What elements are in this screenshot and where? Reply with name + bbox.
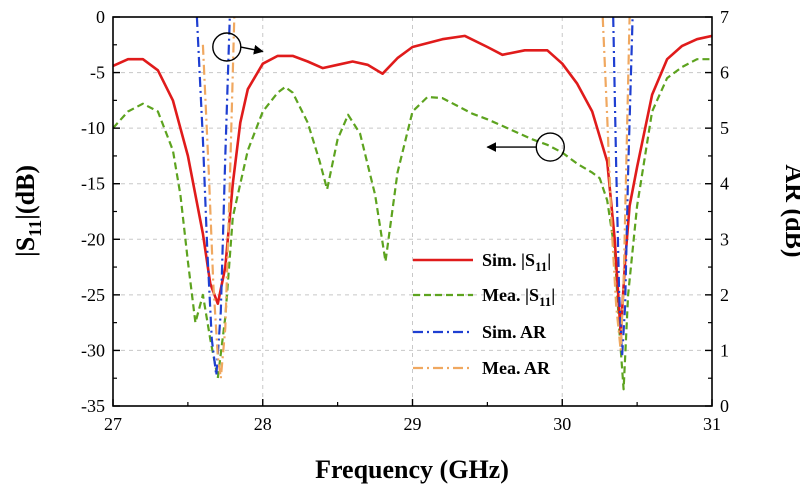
legend: Sim. |S11| Mea. |S11| Sim. AR Mea. AR xyxy=(413,250,555,378)
y-left-title-sub: 11 xyxy=(25,220,45,237)
y-left-tick-label: -5 xyxy=(90,63,105,83)
series-line-sim-ar-branch-1 xyxy=(195,17,231,377)
x-tick-label: 30 xyxy=(553,414,571,434)
y-right-tick-label: 7 xyxy=(720,7,729,27)
grid xyxy=(113,17,712,406)
y-left-tick-label: -25 xyxy=(81,285,105,305)
y-left-tick-label: -10 xyxy=(81,118,105,138)
y-right-tick-label: 0 xyxy=(720,396,729,416)
y-left-title-main: |S xyxy=(11,237,40,257)
ar-axis-marker-arrow xyxy=(240,44,264,55)
series-line-mea-ar-branch-1 xyxy=(201,17,236,380)
y-right-tick-label: 1 xyxy=(720,340,729,360)
legend-label-sim-ar: Sim. AR xyxy=(482,322,547,342)
series-line-sim-ar-branch-2 xyxy=(612,17,634,358)
x-tick-label: 29 xyxy=(404,414,422,434)
legend-label-mea-ar: Mea. AR xyxy=(482,358,551,378)
annotations xyxy=(212,32,565,162)
y-axis-right-title: AR (dB) xyxy=(780,164,800,257)
series-group xyxy=(113,17,712,391)
y-right-tick-label: 2 xyxy=(720,285,729,305)
y-left-tick-label: -15 xyxy=(81,174,105,194)
legend-label-sim-s11: Sim. |S11| xyxy=(482,250,551,274)
y-right-tick-label: 4 xyxy=(720,174,729,194)
s11-axis-marker-circle xyxy=(535,132,565,162)
x-tick-label: 27 xyxy=(104,414,122,434)
y-right-tick-label: 5 xyxy=(720,118,729,138)
x-axis-title: Frequency (GHz) xyxy=(315,455,509,484)
ar-axis-marker-circle xyxy=(212,32,242,62)
y-left-tick-label: -20 xyxy=(81,229,105,249)
legend-label-mea-s11: Mea. |S11| xyxy=(482,285,555,309)
y-left-title-tail: |(dB) xyxy=(11,165,40,220)
y-axis-left-title: |S11|(dB) xyxy=(11,165,45,257)
y-right-tick-label: 6 xyxy=(720,63,729,83)
y-left-tick-label: -30 xyxy=(81,340,105,360)
y-left-tick-label: -35 xyxy=(81,396,105,416)
y-right-tick-label: 3 xyxy=(720,229,729,249)
series-line-sim-s11 xyxy=(113,34,712,336)
x-tick-label: 31 xyxy=(703,414,721,434)
x-tick-label: 28 xyxy=(254,414,272,434)
y-left-tick-label: 0 xyxy=(96,7,105,27)
